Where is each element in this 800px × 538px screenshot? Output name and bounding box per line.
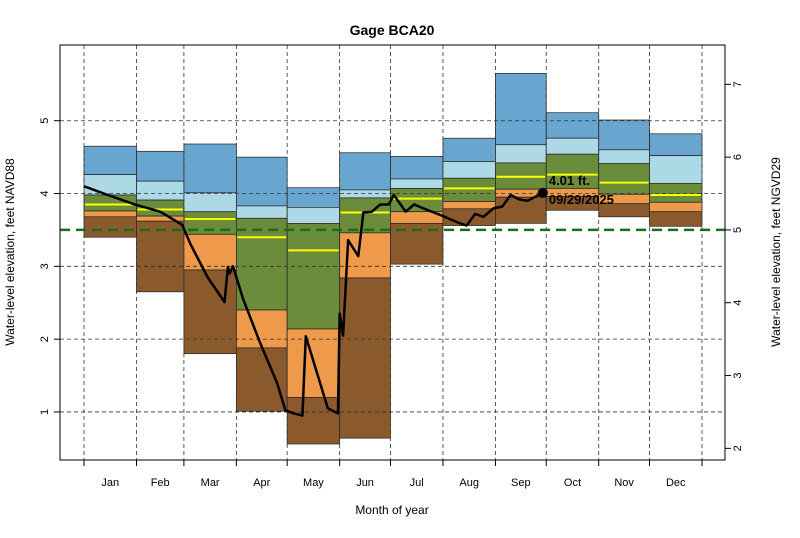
percentile-bands — [83, 73, 703, 445]
band-upper-mid-nov — [598, 149, 650, 165]
x-tick-label: Sep — [511, 477, 531, 489]
band-mid-apr — [236, 217, 288, 311]
x-tick-label: Jun — [356, 477, 374, 489]
x-tick-label: May — [303, 477, 324, 489]
y-tick-label-left: 1 — [39, 409, 51, 415]
band-upper-mid-mar — [183, 192, 237, 213]
y-axis-label-right: Water-level elevation, feet NGVD29 — [769, 157, 783, 347]
y-tick-label-right: 2 — [732, 445, 744, 451]
band-upper-apr — [236, 156, 288, 207]
y-tick-label-right: 5 — [732, 227, 744, 233]
band-upper-aug — [442, 137, 496, 162]
y-tick-label-right: 3 — [732, 372, 744, 378]
grid-lines — [60, 45, 725, 460]
band-upper-sep — [495, 73, 547, 146]
axes: 1 2 3 4 5 2 3 4 5 6 7 Jan Feb Mar Apr May Jun Jul Aug Sep Oc… — [39, 81, 744, 489]
band-mid-aug — [442, 177, 496, 202]
band-mid-may — [286, 223, 341, 330]
x-axis-label: Month of year — [355, 503, 428, 517]
band-upper-dec — [649, 133, 703, 157]
band-lower-feb — [136, 220, 185, 293]
band-upper-jul — [390, 156, 444, 180]
y-tick-label-left: 2 — [39, 336, 51, 342]
x-tick-label: Dec — [666, 477, 686, 489]
band-mid-jun — [339, 197, 391, 234]
water-level-line — [83, 185, 544, 417]
x-tick-label: Apr — [253, 477, 270, 489]
band-lower-mid-jan — [83, 210, 137, 218]
y-tick-label-right: 4 — [732, 300, 744, 306]
current-value-label: 4.01 ft. — [549, 173, 590, 188]
x-tick-label: Aug — [459, 477, 479, 489]
band-lower-jan — [83, 216, 137, 238]
x-tick-label: Oct — [564, 477, 581, 489]
band-lower-apr — [236, 347, 288, 412]
band-upper-may — [286, 187, 341, 208]
y-tick-label-right: 6 — [732, 154, 744, 160]
x-tick-label: Nov — [614, 477, 634, 489]
band-upper-nov — [598, 119, 650, 151]
band-upper-mid-jul — [390, 178, 444, 189]
band-upper-mid-jan — [83, 174, 137, 196]
current-value-marker — [537, 187, 548, 198]
band-upper-jan — [83, 145, 137, 175]
band-upper-mid-apr — [236, 205, 288, 219]
y-tick-label-left: 5 — [39, 118, 51, 124]
band-lower-dec — [649, 211, 703, 227]
y-axis-label-left: Water-level elevation, feet NAVD88 — [3, 158, 17, 346]
band-lower-may — [286, 397, 341, 445]
band-upper-mid-dec — [649, 155, 703, 184]
band-upper-mid-sep — [495, 144, 547, 164]
band-upper-mar — [183, 143, 237, 194]
y-tick-label-left: 3 — [39, 263, 51, 269]
band-upper-mid-feb — [136, 180, 185, 201]
x-tick-label: Jan — [101, 477, 119, 489]
band-upper-mid-oct — [545, 137, 600, 155]
band-lower-mid-mar — [183, 233, 237, 271]
current-date-label: 09/29/2025 — [549, 192, 614, 207]
band-mid-nov — [598, 163, 650, 195]
band-upper-feb — [136, 150, 185, 182]
band-upper-oct — [545, 112, 600, 139]
band-lower-mid-aug — [442, 201, 496, 210]
chart-title: Gage BCA20 — [350, 22, 435, 38]
band-upper-jun — [339, 152, 391, 191]
plot-frame — [59, 44, 726, 461]
y-tick-label-left: 4 — [39, 190, 51, 196]
band-lower-jun — [339, 277, 391, 439]
band-mid-dec — [649, 182, 703, 203]
band-lower-mid-dec — [649, 201, 703, 213]
y-tick-label-right: 7 — [732, 81, 744, 87]
band-lower-sep — [495, 196, 547, 224]
x-tick-label: Jul — [410, 477, 424, 489]
band-upper-mid-aug — [442, 161, 496, 179]
water-level-series — [83, 185, 548, 417]
x-tick-label: Feb — [151, 477, 170, 489]
band-lower-mid-apr — [236, 309, 288, 349]
x-tick-label: Mar — [201, 477, 220, 489]
band-upper-mid-may — [286, 207, 341, 224]
